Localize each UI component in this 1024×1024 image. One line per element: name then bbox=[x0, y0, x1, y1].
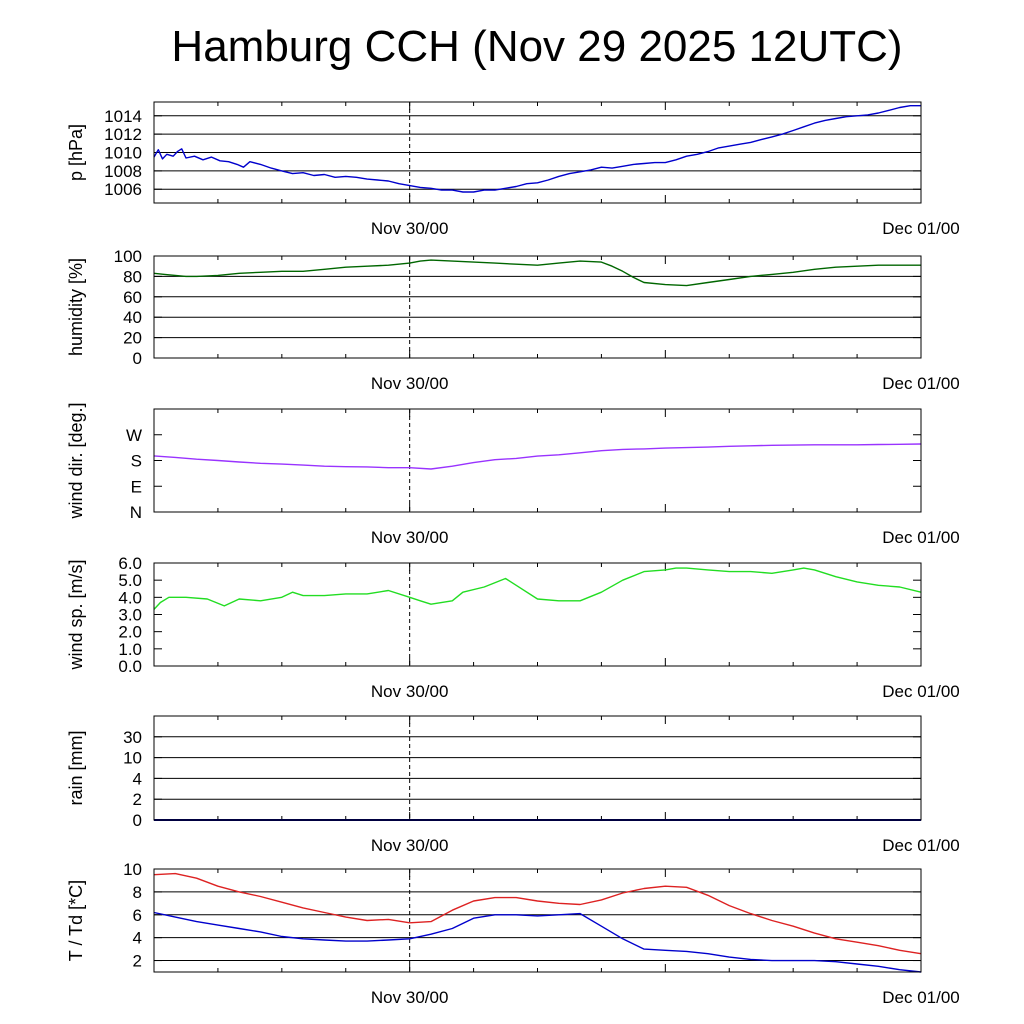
pressure-xtick-label: Nov 30/00 bbox=[371, 219, 449, 238]
wind_speed-ylabel: wind sp. [m/s] bbox=[66, 559, 86, 670]
wind_dir-ytick-label: S bbox=[131, 452, 142, 471]
humidity-ytick-label: 80 bbox=[123, 267, 142, 286]
humidity-ytick-label: 100 bbox=[114, 247, 142, 266]
wind_speed-xtick-label: Dec 01/00 bbox=[882, 682, 960, 701]
pressure-ylabel: p [hPa] bbox=[66, 124, 86, 181]
humidity-ytick-label: 20 bbox=[123, 329, 142, 348]
pressure-series-line bbox=[153, 105, 921, 193]
rain-ytick-label: 30 bbox=[123, 728, 142, 747]
wind_dir-xtick-label: Nov 30/00 bbox=[371, 528, 449, 547]
wind_speed-series-line bbox=[153, 567, 922, 610]
temperature-ytick-label: 8 bbox=[133, 883, 142, 902]
wind_speed-ytick-label: 6.0 bbox=[118, 554, 142, 573]
humidity-ytick-label: 60 bbox=[123, 288, 142, 307]
temperature-ytick-label: 2 bbox=[133, 952, 142, 971]
humidity-ytick-label: 0 bbox=[133, 349, 142, 368]
pressure-ytick-label: 1006 bbox=[104, 180, 142, 199]
humidity-series-line bbox=[153, 259, 921, 287]
wind_speed-ytick-label: 4.0 bbox=[118, 588, 142, 607]
wind_dir-xtick-label: Dec 01/00 bbox=[882, 528, 960, 547]
temperature-series-line bbox=[153, 872, 922, 955]
wind_speed-ytick-label: 0.0 bbox=[118, 657, 142, 676]
rain-ylabel: rain [mm] bbox=[66, 730, 86, 805]
temperature-xtick-label: Nov 30/00 bbox=[371, 988, 449, 1007]
rain-ytick-label: 10 bbox=[123, 749, 142, 768]
temperature-ytick-label: 4 bbox=[133, 929, 142, 948]
pressure-xtick-label: Dec 01/00 bbox=[882, 219, 960, 238]
wind_dir-ytick-label: E bbox=[131, 477, 142, 496]
rain-ytick-label: 4 bbox=[133, 769, 142, 788]
rain-ytick-label: 2 bbox=[133, 790, 142, 809]
rain-ytick-label: 0 bbox=[133, 811, 142, 830]
humidity-xtick-label: Nov 30/00 bbox=[371, 374, 449, 393]
rain-xtick-label: Dec 01/00 bbox=[882, 836, 960, 855]
wind_dir-ytick-label: N bbox=[130, 503, 142, 522]
humidity-frame bbox=[153, 255, 922, 359]
pressure-ytick-label: 1014 bbox=[104, 107, 142, 126]
pressure-frame bbox=[153, 101, 922, 204]
wind_dir-frame bbox=[153, 408, 922, 513]
wind_speed-xtick-label: Nov 30/00 bbox=[371, 682, 449, 701]
temperature-ytick-label: 6 bbox=[133, 906, 142, 925]
wind_dir-series-line bbox=[153, 443, 922, 470]
rain-frame bbox=[153, 715, 922, 821]
wind_speed-frame bbox=[153, 562, 922, 667]
temperature-ytick-label: 10 bbox=[123, 860, 142, 879]
pressure-ytick-label: 1012 bbox=[104, 125, 142, 144]
pressure-ytick-label: 1008 bbox=[104, 162, 142, 181]
temperature-series-line bbox=[153, 911, 922, 973]
temperature-ylabel: T / Td [*C] bbox=[66, 880, 86, 961]
temperature-frame bbox=[153, 868, 922, 973]
wind_dir-ytick-label: W bbox=[126, 426, 142, 445]
rain-xtick-label: Nov 30/00 bbox=[371, 836, 449, 855]
wind_speed-ytick-label: 3.0 bbox=[118, 606, 142, 625]
wind_dir-ylabel: wind dir. [deg.] bbox=[66, 402, 86, 519]
page-title: Hamburg CCH (Nov 29 2025 12UTC) bbox=[171, 22, 903, 71]
wind_speed-ytick-label: 5.0 bbox=[118, 571, 142, 590]
humidity-ytick-label: 40 bbox=[123, 308, 142, 327]
humidity-xtick-label: Dec 01/00 bbox=[882, 374, 960, 393]
temperature-xtick-label: Dec 01/00 bbox=[882, 988, 960, 1007]
pressure-ytick-label: 1010 bbox=[104, 144, 142, 163]
wind_speed-ytick-label: 1.0 bbox=[118, 640, 142, 659]
wind_speed-ytick-label: 2.0 bbox=[118, 623, 142, 642]
humidity-ylabel: humidity [%] bbox=[66, 258, 86, 356]
